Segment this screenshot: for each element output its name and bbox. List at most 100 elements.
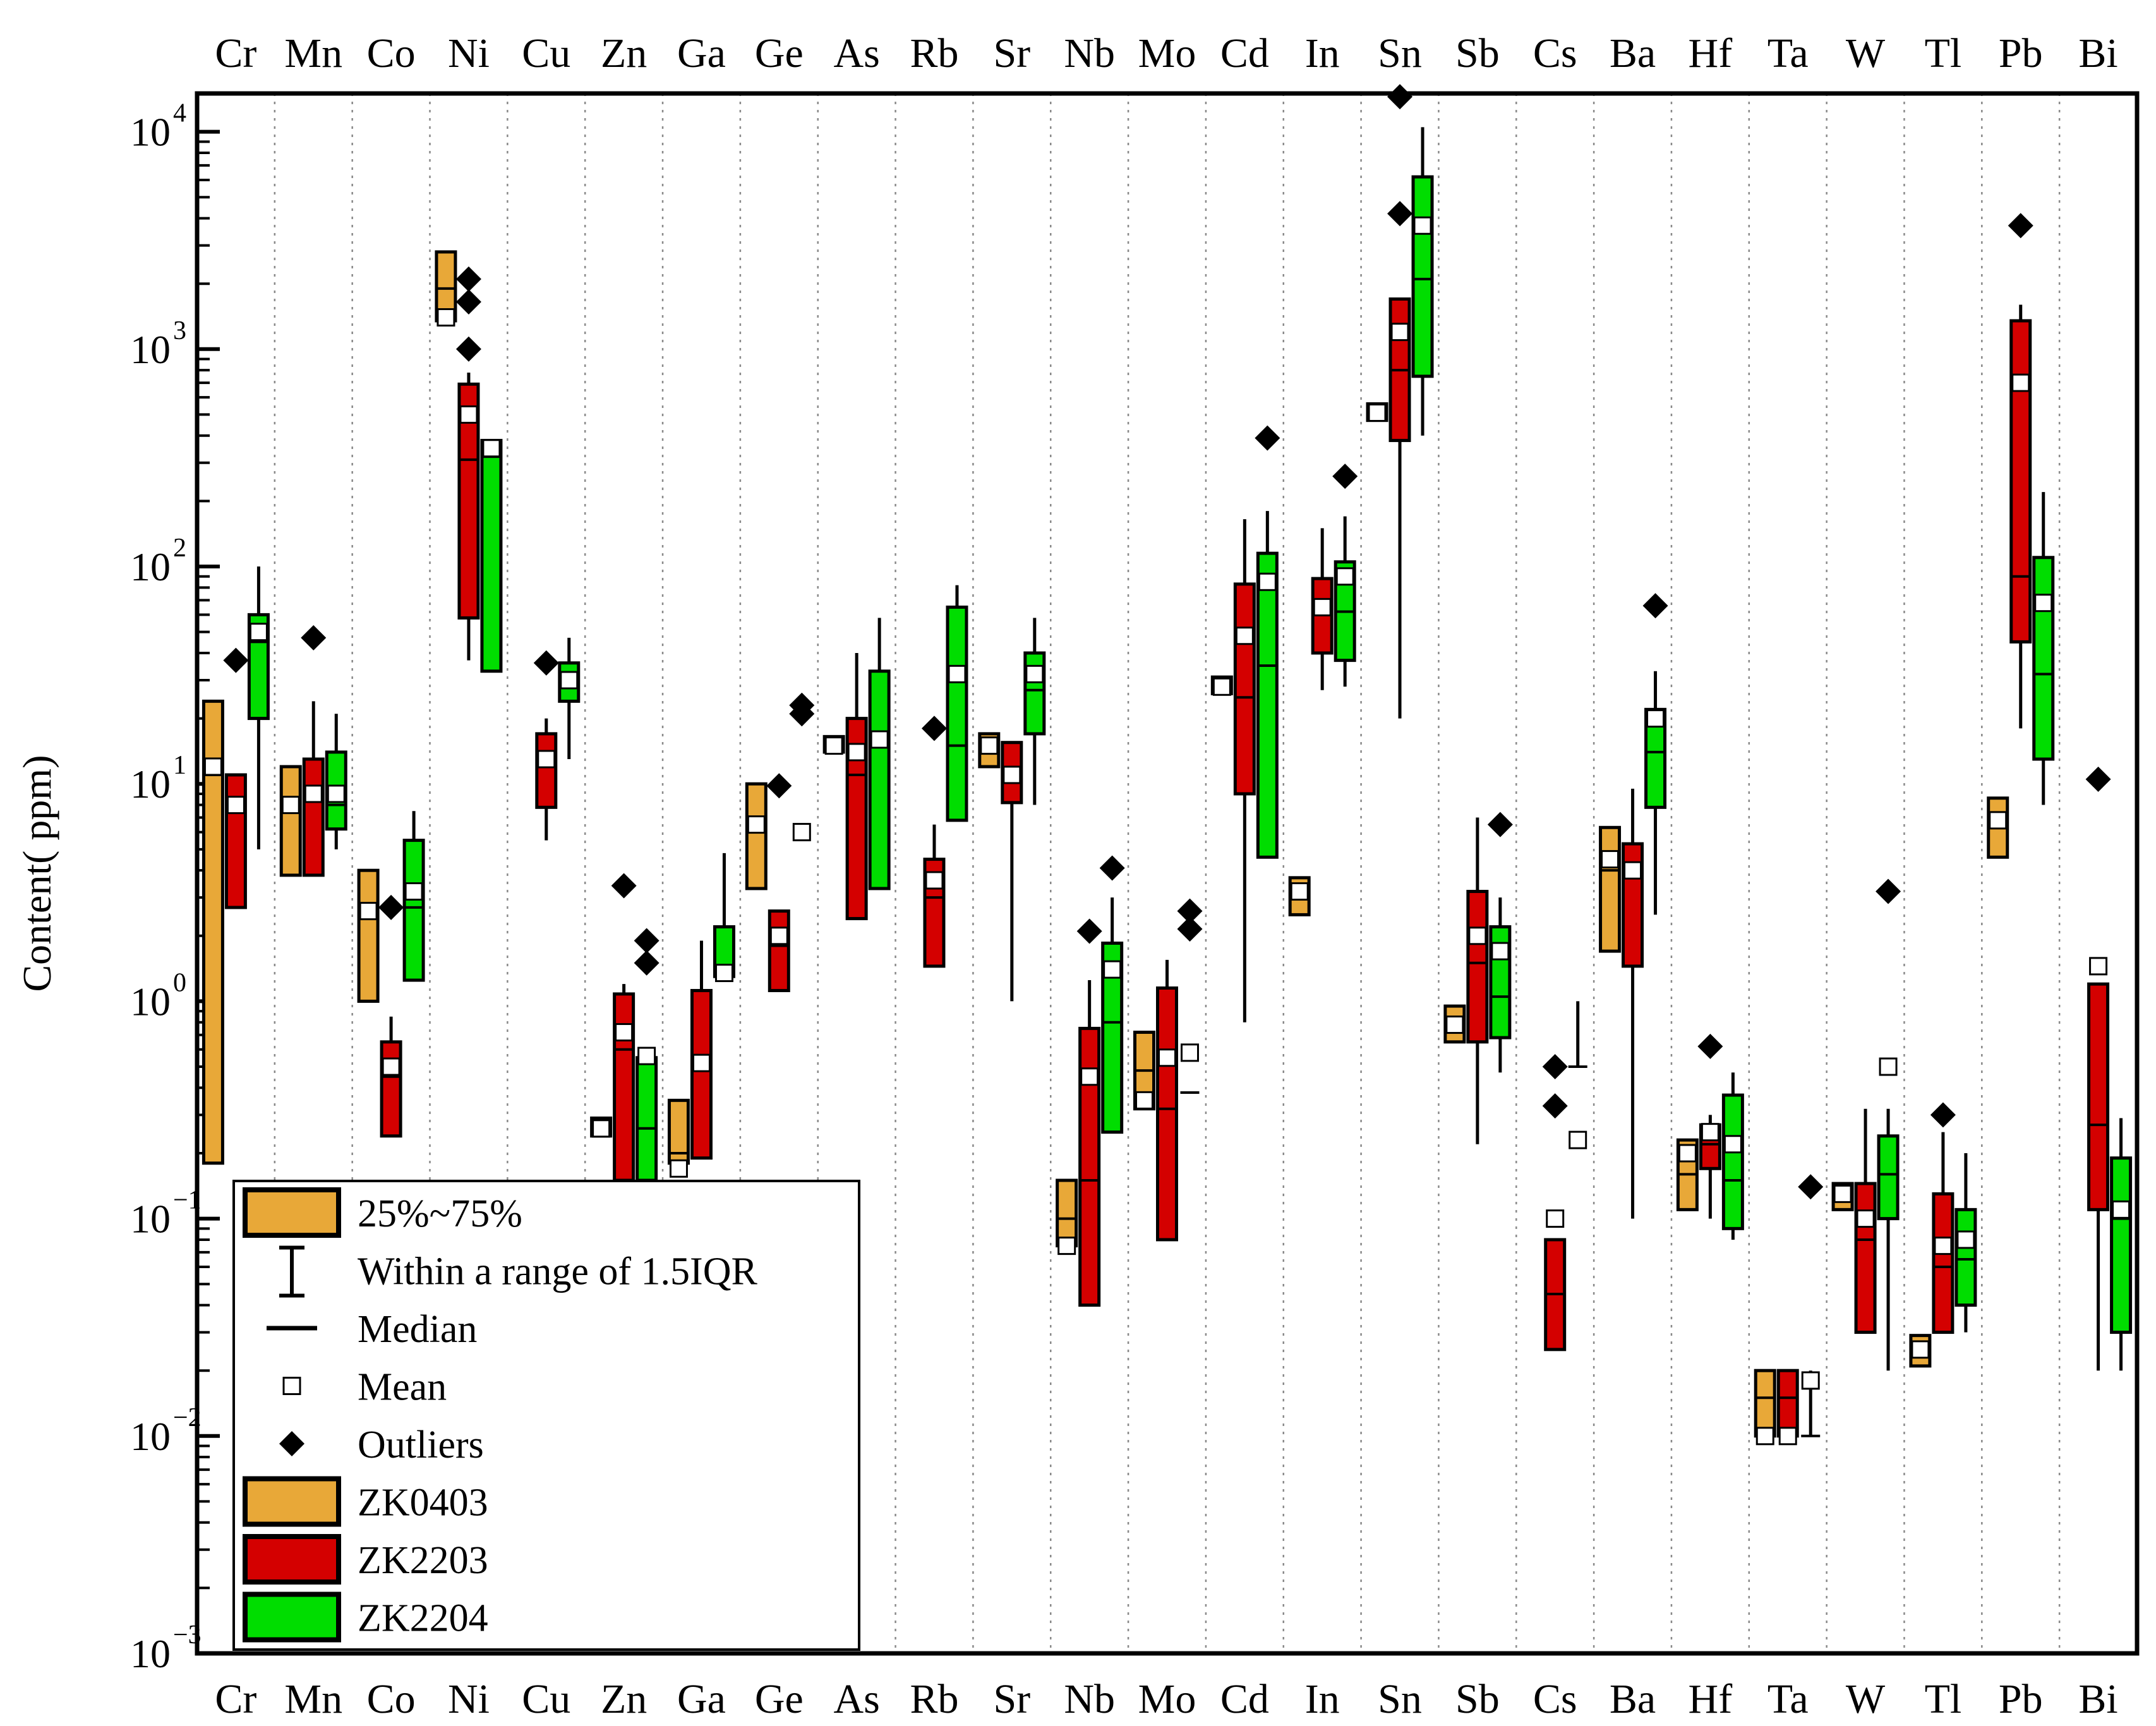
box-zk0403-mo	[1133, 1031, 1155, 1111]
x-tick-label-bottom: As	[833, 1676, 879, 1722]
plot-frame	[195, 91, 2140, 1656]
outlier-marker	[766, 773, 792, 799]
iqr-box	[1932, 1192, 1954, 1334]
outlier-marker	[455, 289, 481, 315]
mean-marker	[1833, 1184, 1852, 1203]
x-tick-label-bottom: In	[1305, 1676, 1340, 1722]
outlier-marker	[634, 950, 659, 976]
series-layer	[202, 84, 2133, 1446]
box-zk0403-mn	[279, 765, 302, 877]
mean-marker	[1723, 1135, 1742, 1154]
iqr-box	[1466, 890, 1489, 1044]
iqr-box	[1256, 551, 1279, 859]
x-tick-label-bottom: Mo	[1138, 1676, 1196, 1722]
y-tick-label: 10	[130, 327, 171, 372]
x-tick-label-bottom: Rb	[910, 1676, 958, 1722]
mean-marker	[1623, 861, 1642, 880]
y-tick-label-exponent: −2	[173, 1403, 202, 1432]
x-tick-label-bottom: Ba	[1610, 1676, 1656, 1722]
mean-marker	[847, 743, 866, 762]
x-tick-label-top: Bi	[2078, 30, 2117, 76]
x-tick-label-top: Cd	[1220, 30, 1269, 76]
mean-marker	[1445, 1016, 1464, 1034]
legend-item-outlier: Outliers	[279, 1423, 484, 1466]
x-tick-label-bottom: W	[1846, 1676, 1886, 1722]
iqr-box	[2009, 319, 2032, 644]
mean-marker	[327, 784, 346, 803]
legend-item-iqr: 25%~75%	[243, 1187, 522, 1238]
y-tick-label-exponent: −1	[173, 1186, 202, 1215]
iqr-box	[1599, 825, 1622, 953]
iqr-box	[302, 757, 325, 877]
mean-marker	[714, 964, 733, 983]
box-zk2204-mo	[1177, 898, 1203, 1094]
mean-marker	[1390, 323, 1409, 342]
box-zk2203-in	[1311, 528, 1334, 690]
outlier-marker	[2008, 213, 2033, 239]
outlier-marker	[1387, 201, 1413, 227]
x-tick-label-bottom: Ge	[755, 1676, 804, 1722]
y-tick-label-exponent: 4	[173, 99, 186, 128]
iqr-box	[357, 868, 380, 1003]
legend-item-whisker: Within a range of 1.5IQR	[279, 1245, 757, 1298]
box-zk2204-ga	[713, 853, 735, 983]
box-zk2203-nb	[1076, 918, 1102, 1307]
x-tick-label-bottom: Cr	[215, 1676, 256, 1722]
outlier-marker	[1076, 918, 1102, 944]
x-tick-label-top: Ba	[1610, 30, 1656, 76]
x-tick-label-top: W	[1846, 30, 1886, 76]
y-tick-label: 10	[130, 544, 171, 589]
box-zk0403-ga	[667, 1098, 690, 1178]
mean-marker	[1413, 216, 1432, 235]
x-tick-label-top: Zn	[601, 30, 647, 76]
outlier-marker	[223, 647, 249, 673]
box-zk0403-hf	[1676, 1138, 1699, 1211]
x-tick-label-bottom: Hf	[1689, 1676, 1733, 1722]
mean-marker	[925, 871, 944, 890]
legend-item-s2: ZK2204	[243, 1591, 488, 1643]
box-zk2204-cd	[1255, 425, 1280, 859]
x-tick-label-bottom: Cs	[1533, 1676, 1577, 1722]
legend-label: Median	[358, 1308, 477, 1351]
mean-marker	[1258, 572, 1277, 591]
box-zk0403-ge	[745, 782, 768, 890]
box-zk0403-tl	[1909, 1334, 1932, 1368]
outlier-marker	[301, 625, 327, 650]
mean-marker	[2034, 594, 2053, 613]
box-zk2203-cu	[533, 650, 559, 841]
mean-marker	[1801, 1371, 1820, 1390]
mean-marker	[1103, 960, 1122, 979]
outlier-marker	[1697, 1033, 1723, 1059]
box-zk0403-ni	[435, 250, 457, 327]
mean-marker	[1135, 1091, 1153, 1110]
x-tick-label-bottom: Pb	[1999, 1676, 2043, 1722]
legend-swatch	[243, 1476, 341, 1527]
mean-marker	[1313, 597, 1332, 616]
iqr-box	[690, 988, 713, 1160]
outlier-marker	[1542, 1093, 1568, 1119]
x-tick-label-top: Cs	[1533, 30, 1577, 76]
mean-marker	[537, 750, 556, 769]
outlier-marker	[611, 873, 637, 899]
box-zk0403-pb	[1987, 796, 2009, 859]
x-tick-label-bottom: Ta	[1768, 1676, 1809, 1722]
box-zk2203-ba	[1622, 788, 1644, 1219]
box-zk2203-mn	[301, 625, 327, 877]
box-zk0403-sb	[1443, 1004, 1466, 1044]
mean-marker	[870, 730, 889, 749]
iqr-box	[1056, 1178, 1078, 1248]
box-zk2204-co	[402, 811, 425, 982]
box-zk2204-sn	[1411, 127, 1434, 436]
mean-marker	[459, 405, 478, 424]
x-tick-label-bottom: Ga	[677, 1676, 726, 1722]
y-tick-label-exponent: 2	[173, 534, 186, 563]
mean-marker	[1158, 1048, 1176, 1067]
legend-mean-icon	[282, 1377, 301, 1395]
outlier-marker	[455, 266, 481, 292]
iqr-box	[1411, 175, 1434, 378]
y-tick-label-exponent: −3	[173, 1621, 202, 1650]
mean-marker	[249, 623, 268, 642]
outlier-marker	[1332, 464, 1358, 489]
y-tick-label: 10	[130, 1631, 171, 1676]
box-zk0403-cd	[1210, 675, 1233, 696]
